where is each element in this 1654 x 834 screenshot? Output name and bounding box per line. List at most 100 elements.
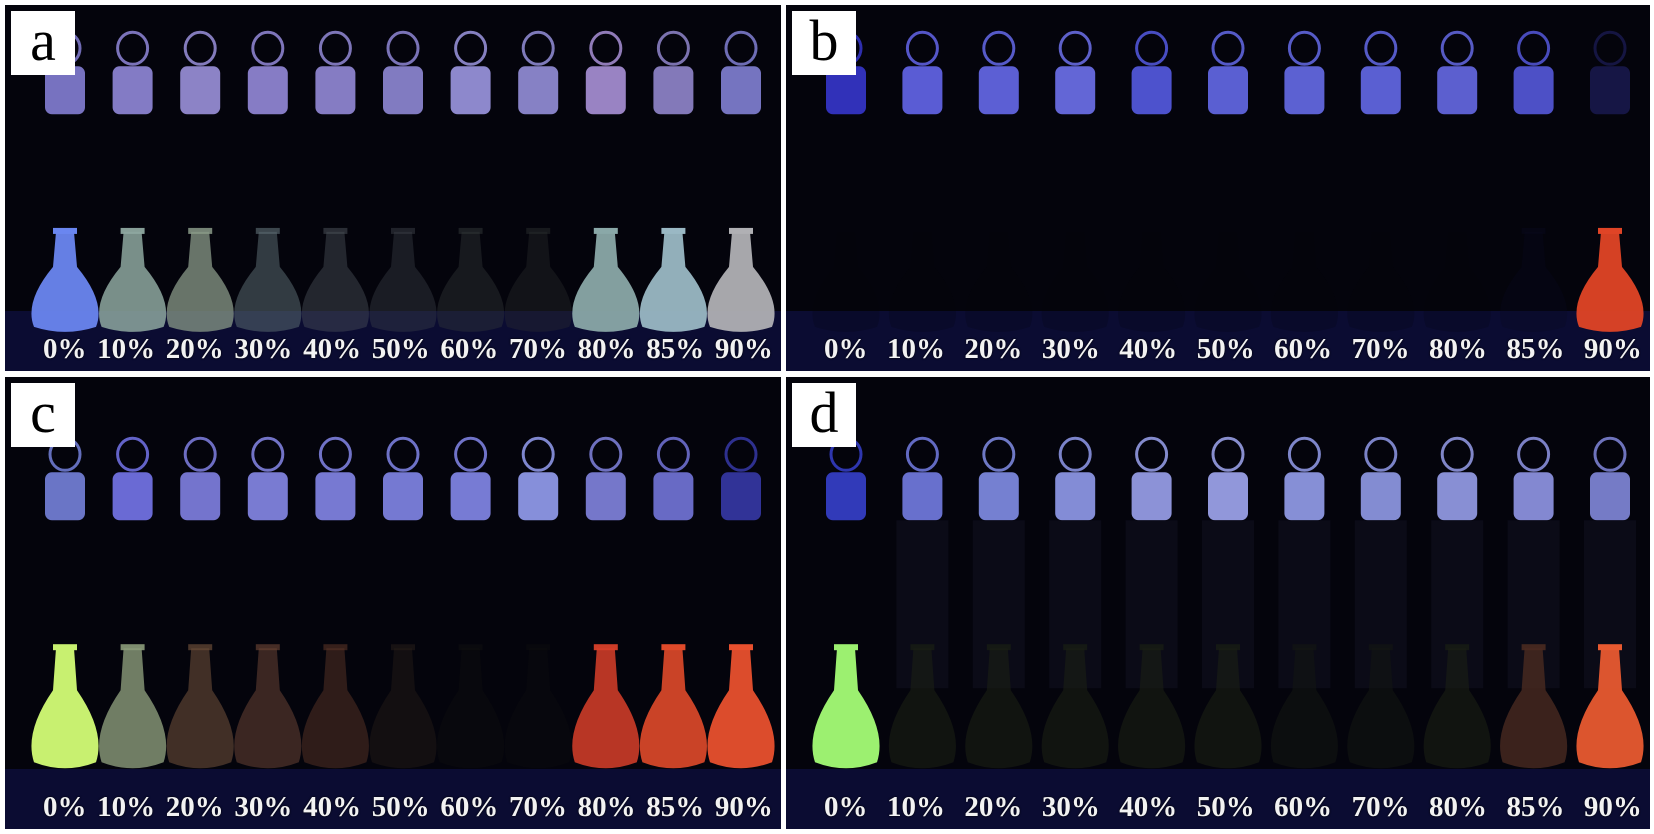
panel-c-label-7: 70% (508, 791, 567, 823)
panel-d-uv-reflection (786, 769, 1650, 829)
panel-c-labels: 0% 10% 20% 30% 40% 50% 60% 70% 80% 85% 9… (43, 783, 773, 823)
panel-b-flask-3 (1041, 231, 1109, 332)
panel-a: a 0% 10% 20% 30% 40% 50% 60% 70% 80% 85%… (5, 5, 781, 371)
panel-a-stopper-top-3 (251, 30, 285, 66)
panel-a-stopper-7 (518, 66, 559, 115)
panel-c-label-8: 80% (577, 791, 636, 823)
panel-d-stopper-top-8 (1440, 436, 1474, 472)
panel-d-stopper-top-1 (905, 436, 939, 472)
panel-d-label-10: 90% (1583, 791, 1642, 823)
panel-b-stopper-7 (1360, 66, 1401, 115)
panel-b-stopper-10 (1590, 66, 1630, 115)
panel-b-flask-4 (1118, 231, 1186, 332)
panel-b-flask-rim-9 (1521, 227, 1546, 234)
panel-c-flask-rim-1 (120, 644, 145, 651)
panel-b-flask-9 (1500, 231, 1568, 332)
panel-d: d 0% 10% 20% 30% 40% 50% 60% 70% 80% 85%… (786, 377, 1650, 829)
panel-b-flask-rim-5 (1216, 227, 1240, 234)
panel-c-flask-2 (166, 648, 234, 769)
panel-d-stopper-7 (1360, 472, 1401, 521)
panel-b-label-0: 0% (824, 333, 868, 365)
panel-d-flask-rim-1 (910, 644, 935, 651)
panel-d-flask-1 (888, 648, 956, 769)
panel-d-label-3: 30% (1041, 791, 1100, 823)
panel-b-stopper-5 (1208, 66, 1248, 115)
panel-b-flask-8 (1423, 231, 1491, 332)
panel-d-stopper-4 (1131, 472, 1172, 521)
panel-d-flask-5 (1194, 648, 1262, 769)
panel-b-flask-2 (965, 231, 1033, 332)
panel-a-flask-6 (437, 231, 505, 332)
panel-a-stopper-top-4 (318, 30, 352, 66)
panel-c-flask-10 (707, 648, 775, 769)
panel-c-flask-rim-0 (53, 644, 77, 651)
panel-c-flask-3 (234, 648, 302, 769)
panel-a-flask-rim-8 (593, 227, 618, 234)
panel-b-stopper-0 (826, 66, 866, 115)
panel-d-flask-2 (965, 648, 1033, 769)
panel-b-flask-1 (888, 231, 956, 332)
panel-b-labels: 0% 10% 20% 30% 40% 50% 60% 70% 80% 85% 9… (824, 325, 1642, 365)
panel-a-label-1: 10% (97, 333, 156, 365)
panel-a-label-4: 40% (303, 333, 362, 365)
panel-a-stopper-top-8 (589, 30, 623, 66)
panel-d-flask-rim-4 (1139, 644, 1164, 651)
panel-a-label-2: 20% (165, 333, 224, 365)
panel-c-label-2: 20% (165, 791, 224, 823)
panel-c-flask-9 (639, 648, 707, 769)
panel-d-stopper-top-6 (1287, 436, 1321, 472)
panel-a-flask-rim-9 (661, 227, 686, 234)
panel-a-stopper-3 (247, 66, 288, 115)
panel-a-flask-rim-1 (120, 227, 145, 234)
panel-b-flask-5 (1194, 231, 1262, 332)
panel-d-flask-rim-2 (986, 644, 1011, 651)
panel-c-stopper-top-4 (318, 436, 352, 472)
panel-a-photo (5, 30, 781, 371)
panel-a-flask-rim-3 (255, 227, 280, 234)
panel-a-flask-9 (639, 231, 707, 332)
panel-b-stopper-3 (1055, 66, 1096, 115)
panel-c-stopper-top-7 (521, 436, 555, 472)
panel-b-label-9: 85% (1506, 333, 1565, 365)
panel-a-flask-rim-10 (729, 227, 753, 234)
panel-a-stopper-5 (383, 66, 423, 115)
panel-c-flask-5 (369, 648, 437, 769)
panel-b-flask-rim-8 (1445, 227, 1470, 234)
panel-b-flask-rim-0 (834, 227, 858, 234)
panel-d-label-2: 20% (964, 791, 1023, 823)
panel-c-flask-rim-4 (323, 644, 348, 651)
panel-c-stopper-7 (518, 472, 559, 521)
panel-c-label-1: 10% (97, 791, 156, 823)
panel-c-flask-1 (99, 648, 167, 769)
panel-d-label-1: 10% (886, 791, 945, 823)
panel-a-stopper-6 (450, 66, 491, 115)
panel-b-letter: b (792, 11, 856, 75)
panel-a-stopper-9 (653, 66, 694, 115)
panel-b-flask-rim-6 (1292, 227, 1317, 234)
panel-d-stopper-10 (1590, 472, 1630, 521)
panel-b-stopper-top-4 (1135, 30, 1169, 66)
panel-c-flask-7 (504, 648, 572, 769)
panel-d-flask-4 (1118, 648, 1186, 769)
panel-a-flask-5 (369, 231, 437, 332)
panel-d-stopper-2 (978, 472, 1019, 521)
panel-c-label-4: 40% (303, 791, 362, 823)
panel-d-stopper-top-10 (1593, 436, 1627, 472)
panel-b-stopper-4 (1131, 66, 1172, 115)
panel-b-stopper-top-7 (1364, 30, 1398, 66)
panel-d-label-4: 40% (1119, 791, 1178, 823)
panel-a-flask-2 (166, 231, 234, 332)
panel-c-letter: c (11, 383, 75, 447)
panel-a-label-7: 70% (508, 333, 567, 365)
panel-d-stopper-top-5 (1211, 436, 1245, 472)
panel-b-flask-rim-7 (1368, 227, 1393, 234)
panel-d-flask-rim-0 (834, 644, 858, 651)
panel-b-flask-7 (1347, 231, 1415, 332)
panel-d-label-6: 60% (1274, 791, 1333, 823)
panel-c-stopper-8 (585, 472, 626, 521)
panel-c-photo (5, 436, 781, 829)
panel-b-stopper-top-9 (1517, 30, 1551, 66)
panel-b-label-2: 20% (964, 333, 1023, 365)
panel-d-flask-rim-5 (1216, 644, 1240, 651)
